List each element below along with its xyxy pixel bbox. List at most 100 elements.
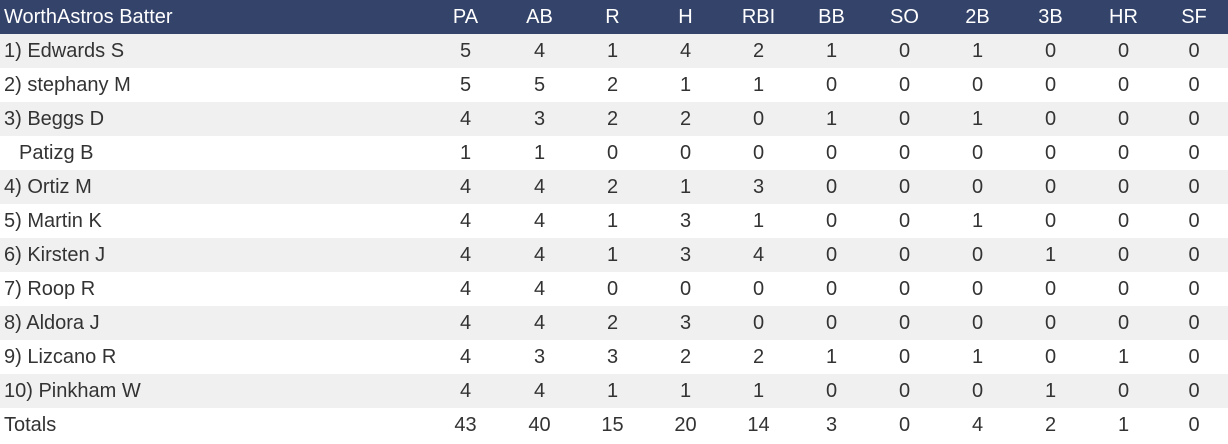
stat-cell-rbi: 1 bbox=[752, 379, 765, 402]
stat-cell-r: 1 bbox=[606, 243, 619, 266]
stat-cell-so: 0 bbox=[898, 39, 911, 62]
total-cell-pa: 43 bbox=[454, 413, 477, 436]
stat-cell-so: 0 bbox=[898, 311, 911, 334]
player-name: 5) Martin K bbox=[4, 209, 102, 232]
column-header-pa: PA bbox=[452, 5, 479, 28]
stat-cell-pa: 5 bbox=[459, 73, 472, 96]
stat-cell-h: 3 bbox=[679, 209, 692, 232]
stat-cell-2b: 1 bbox=[971, 39, 984, 62]
totals-row: Totals 43 40 15 20 14 3 0 4 2 1 0 bbox=[0, 408, 1228, 442]
total-cell-rbi: 14 bbox=[747, 413, 770, 436]
stat-cell-r: 1 bbox=[606, 209, 619, 232]
stat-cell-sf: 0 bbox=[1188, 243, 1200, 266]
stat-cell-r: 2 bbox=[606, 73, 619, 96]
stat-cell-ab: 4 bbox=[533, 243, 546, 266]
player-name: 7) Roop R bbox=[4, 277, 96, 300]
table-header: WorthAstros Batter PA AB R H RBI BB SO 2B 3B HR SF bbox=[0, 0, 1228, 34]
stat-cell-h: 1 bbox=[679, 175, 692, 198]
stat-cell-sf: 0 bbox=[1188, 141, 1200, 164]
stat-cell-bb: 0 bbox=[825, 379, 838, 402]
player-name: 10) Pinkham W bbox=[4, 379, 141, 402]
player-name: 9) Lizcano R bbox=[4, 345, 117, 368]
player-name: 1) Edwards S bbox=[4, 39, 125, 62]
player-name: 8) Aldora J bbox=[4, 311, 100, 334]
total-cell-r: 15 bbox=[601, 413, 624, 436]
column-header-so: SO bbox=[890, 5, 919, 28]
stat-cell-hr: 0 bbox=[1117, 107, 1130, 130]
column-header-bb: BB bbox=[818, 5, 845, 28]
stat-cell-pa: 1 bbox=[459, 141, 472, 164]
header-row: WorthAstros Batter PA AB R H RBI BB SO 2B 3B HR SF bbox=[0, 0, 1228, 34]
table-row: 8) Aldora J 4 4 2 3 0 0 0 0 0 0 0 bbox=[0, 306, 1228, 340]
column-header-rbi: RBI bbox=[741, 5, 776, 28]
stat-cell-hr: 1 bbox=[1117, 345, 1130, 368]
stat-cell-2b: 0 bbox=[971, 243, 984, 266]
stat-cell-2b: 0 bbox=[971, 311, 984, 334]
total-cell-bb: 3 bbox=[825, 413, 838, 436]
column-header-r: R bbox=[605, 5, 620, 28]
stat-cell-rbi: 4 bbox=[752, 243, 765, 266]
team-batter-title: WorthAstros Batter bbox=[4, 5, 173, 28]
stat-cell-3b: 0 bbox=[1044, 175, 1057, 198]
stat-cell-sf: 0 bbox=[1188, 175, 1200, 198]
table-row: Patizg B 1 1 0 0 0 0 0 0 0 0 0 bbox=[0, 136, 1228, 170]
stat-cell-r: 0 bbox=[606, 277, 619, 300]
stat-cell-bb: 0 bbox=[825, 277, 838, 300]
stat-cell-hr: 0 bbox=[1117, 209, 1130, 232]
stat-cell-3b: 0 bbox=[1044, 73, 1057, 96]
stat-cell-h: 2 bbox=[679, 107, 692, 130]
stat-cell-so: 0 bbox=[898, 277, 911, 300]
stat-cell-sf: 0 bbox=[1188, 277, 1200, 300]
stat-cell-so: 0 bbox=[898, 141, 911, 164]
stat-cell-h: 3 bbox=[679, 243, 692, 266]
table-row: 9) Lizcano R 4 3 3 2 2 1 0 1 0 1 0 bbox=[0, 340, 1228, 374]
table-row: 4) Ortiz M 4 4 2 1 3 0 0 0 0 0 0 bbox=[0, 170, 1228, 204]
table-row: 5) Martin K 4 4 1 3 1 0 0 1 0 0 0 bbox=[0, 204, 1228, 238]
stat-cell-h: 0 bbox=[679, 141, 692, 164]
stat-cell-rbi: 0 bbox=[752, 311, 765, 334]
stat-cell-bb: 0 bbox=[825, 175, 838, 198]
stat-cell-3b: 0 bbox=[1044, 209, 1057, 232]
stat-cell-sf: 0 bbox=[1188, 39, 1200, 62]
stat-cell-ab: 3 bbox=[533, 107, 546, 130]
stat-cell-hr: 0 bbox=[1117, 379, 1130, 402]
player-name: 4) Ortiz M bbox=[4, 175, 92, 198]
stat-cell-bb: 0 bbox=[825, 209, 838, 232]
stat-cell-bb: 0 bbox=[825, 243, 838, 266]
stat-cell-2b: 1 bbox=[971, 345, 984, 368]
stat-cell-3b: 1 bbox=[1044, 379, 1057, 402]
totals-label: Totals bbox=[4, 413, 57, 436]
stat-cell-3b: 0 bbox=[1044, 141, 1057, 164]
stat-cell-2b: 1 bbox=[971, 209, 984, 232]
stat-cell-h: 3 bbox=[679, 311, 692, 334]
stat-cell-pa: 4 bbox=[459, 175, 472, 198]
stat-cell-ab: 5 bbox=[533, 73, 546, 96]
stat-cell-h: 0 bbox=[679, 277, 692, 300]
stat-cell-r: 3 bbox=[606, 345, 619, 368]
stat-cell-hr: 0 bbox=[1117, 39, 1130, 62]
player-name: 2) stephany M bbox=[4, 73, 131, 96]
player-name: 6) Kirsten J bbox=[4, 243, 106, 266]
stat-cell-rbi: 2 bbox=[752, 39, 765, 62]
stat-cell-so: 0 bbox=[898, 73, 911, 96]
stat-cell-3b: 0 bbox=[1044, 311, 1057, 334]
stat-cell-ab: 4 bbox=[533, 39, 546, 62]
stat-cell-so: 0 bbox=[898, 379, 911, 402]
stat-cell-sf: 0 bbox=[1188, 73, 1200, 96]
stat-cell-pa: 4 bbox=[459, 311, 472, 334]
stat-cell-rbi: 1 bbox=[752, 209, 765, 232]
stat-cell-h: 1 bbox=[679, 73, 692, 96]
table-row: 1) Edwards S 5 4 1 4 2 1 0 1 0 0 0 bbox=[0, 34, 1228, 68]
stat-cell-ab: 4 bbox=[533, 277, 546, 300]
stat-cell-bb: 1 bbox=[825, 107, 838, 130]
stat-cell-pa: 4 bbox=[459, 107, 472, 130]
stat-cell-sf: 0 bbox=[1188, 345, 1200, 368]
stat-cell-r: 0 bbox=[606, 141, 619, 164]
stat-cell-3b: 0 bbox=[1044, 39, 1057, 62]
stat-cell-so: 0 bbox=[898, 243, 911, 266]
column-header-hr: HR bbox=[1109, 5, 1138, 28]
stat-cell-2b: 0 bbox=[971, 141, 984, 164]
stat-cell-r: 2 bbox=[606, 175, 619, 198]
stat-cell-2b: 0 bbox=[971, 277, 984, 300]
